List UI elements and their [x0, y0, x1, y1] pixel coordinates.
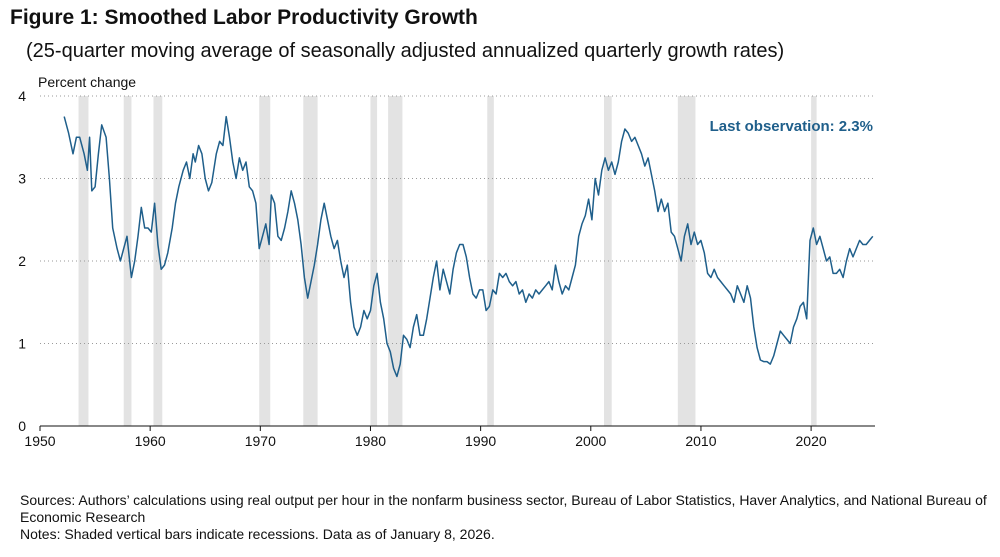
y-tick-label: 1 [18, 336, 26, 352]
footnotes: Sources: Authors’ calculations using rea… [20, 492, 990, 543]
last-observation-annotation: Last observation: 2.3% [710, 118, 873, 135]
x-tick-label: 1980 [355, 433, 386, 449]
series-layer [63, 115, 874, 378]
recession-note: Notes: Shaded vertical bars indicate rec… [20, 526, 495, 542]
x-tick-label: 1960 [135, 433, 166, 449]
productivity-series-line [63, 115, 874, 378]
y-axis-label: Percent change [38, 74, 136, 90]
recession-bar [487, 96, 494, 426]
x-tick-label: 2020 [796, 433, 827, 449]
y-tick-label: 2 [18, 253, 26, 269]
recession-bar [303, 96, 318, 426]
y-tick-label: 4 [18, 88, 26, 104]
productivity-line-chart: 0 1 2 3 4 1950 1960 1970 1980 1990 2000 2010 2020 Pe… [18, 74, 875, 449]
recession-bar [153, 96, 163, 426]
y-tick-label: 0 [18, 418, 26, 434]
recession-bar [78, 96, 89, 426]
x-tick-label: 1950 [24, 433, 55, 449]
sources-note: Sources: Authors’ calculations using rea… [20, 492, 987, 525]
recession-bar [123, 96, 132, 426]
y-tick-label: 3 [18, 171, 26, 187]
recession-bar [677, 96, 696, 426]
recession-bar [388, 96, 403, 426]
recession-bar [604, 96, 612, 426]
recession-bar [370, 96, 378, 426]
recession-bar [811, 96, 817, 426]
axes: 0 1 2 3 4 1950 1960 1970 1980 1990 2000 2010 2020 [18, 88, 875, 449]
figure-subtitle: (25-quarter moving average of seasonally… [26, 40, 785, 62]
figure-title: Figure 1: Smoothed Labor Productivity Gr… [10, 6, 478, 29]
x-tick-label: 1990 [465, 433, 496, 449]
x-tick-label: 2000 [575, 433, 606, 449]
x-tick-label: 1970 [245, 433, 276, 449]
x-tick-label: 2010 [685, 433, 716, 449]
